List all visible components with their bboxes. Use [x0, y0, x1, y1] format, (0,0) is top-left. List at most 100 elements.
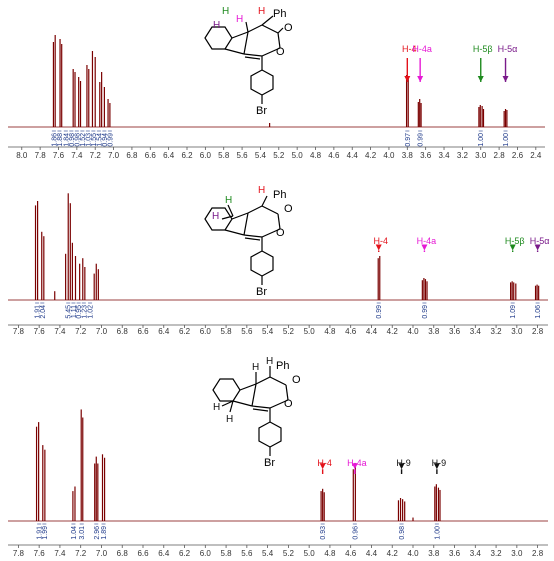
- integral-label: 1.89: [101, 526, 108, 540]
- x-tick-label: 7.0: [96, 549, 108, 558]
- x-tick-label: 3.4: [438, 151, 450, 160]
- structure-ring-o: O: [276, 46, 285, 58]
- structure-h-label: H: [258, 185, 265, 196]
- integral-label: 3.01: [79, 526, 86, 540]
- integral-label: 1.86: [51, 133, 58, 147]
- peak-annotation-label: H-5β: [505, 236, 525, 246]
- x-tick-label: 6.2: [179, 549, 191, 558]
- x-tick-label: 5.6: [237, 151, 249, 160]
- x-tick-label: 7.4: [54, 327, 66, 336]
- x-tick-label: 6.4: [158, 549, 170, 558]
- integral-label: 1.23: [81, 305, 88, 319]
- structure-h-label: H: [252, 362, 259, 373]
- x-tick-label: 7.0: [108, 151, 120, 160]
- annotation-arrowhead: [421, 244, 428, 251]
- structure-top: H H H H Ph O O Br: [204, 6, 293, 117]
- x-tick-label: 4.8: [324, 549, 336, 558]
- structure-carbonyl-o: O: [292, 374, 301, 386]
- x-tick-label: 7.0: [96, 327, 108, 336]
- x-tick-label: 5.8: [221, 327, 233, 336]
- annotation-arrowhead: [375, 244, 382, 251]
- structure-h-label: H: [266, 356, 273, 367]
- integral-label: 1.00: [478, 133, 485, 147]
- x-tick-label: 6.8: [126, 151, 138, 160]
- x-tick-label: 4.2: [365, 151, 377, 160]
- x-tick-label: 4.8: [310, 151, 322, 160]
- x-tick-label: 7.6: [53, 151, 65, 160]
- x-tick-label: 5.0: [304, 549, 316, 558]
- structure-carbonyl-o: O: [284, 203, 293, 215]
- annotation-arrowhead: [404, 76, 411, 82]
- structure-h-label: H: [226, 414, 233, 425]
- structure-br-label: Br: [264, 457, 275, 469]
- x-tick-label: 3.0: [511, 327, 523, 336]
- integral-label: 2.04: [40, 305, 47, 319]
- x-tick-label: 3.0: [475, 151, 487, 160]
- integral-label: 0.99: [107, 133, 114, 147]
- integral-label: 0.95: [76, 305, 83, 319]
- x-tick-label: 6.2: [181, 151, 193, 160]
- x-tick-label: 2.6: [512, 151, 524, 160]
- x-tick-label: 5.2: [283, 327, 295, 336]
- x-tick-label: 5.8: [221, 549, 233, 558]
- structure-h-label: H: [222, 6, 229, 17]
- x-tick-label: 2.8: [494, 151, 506, 160]
- x-tick-label: 7.2: [75, 327, 87, 336]
- annotation-arrowhead: [417, 76, 424, 82]
- integral-label: 1.99: [42, 526, 49, 540]
- integral-label: 1.55: [91, 133, 98, 147]
- x-tick-label: 6.6: [137, 549, 149, 558]
- spectrum-panel-middle: 7.8 7.6 7.4 7.2 7.0 6.8 6.6 6.4 6.2 6.0 5.8 5.6 5.4 5…: [8, 193, 549, 336]
- x-tick-label: 3.0: [511, 549, 523, 558]
- x-tick-label: 4.0: [407, 549, 419, 558]
- peak-annotation-label: H-5α: [530, 236, 550, 246]
- peak-annotation-label: H-4a: [347, 458, 367, 468]
- integral-label: 1.91: [35, 305, 42, 319]
- structure-h-label: H: [236, 14, 243, 25]
- x-tick-label: 6.4: [163, 151, 175, 160]
- x-tick-label: 5.0: [292, 151, 304, 160]
- x-tick-label: 3.2: [457, 151, 469, 160]
- x-tick-label: 3.4: [470, 549, 482, 558]
- x-tick-label: 3.8: [402, 151, 414, 160]
- x-tick-label: 3.8: [428, 327, 440, 336]
- peak-annotation-label: H-4a: [417, 236, 437, 246]
- x-tick-label: 3.2: [491, 549, 503, 558]
- x-tick-label: 4.4: [366, 549, 378, 558]
- annotation-arrowhead: [433, 463, 440, 470]
- x-tick-label: 6.0: [200, 151, 212, 160]
- integral-label: 1.00: [434, 526, 441, 540]
- integral-label: 5.45: [66, 305, 73, 319]
- integral-label: 1.00: [503, 133, 510, 147]
- integral-label: 1.52: [80, 133, 87, 147]
- spectrum-panel-top: 8.0 7.8 7.6 7.4 7.2 7.0 6.8 6.6 6.4 6.2 6.0 5.8 5.6 5…: [8, 35, 545, 160]
- x-tick-label: 4.6: [328, 151, 340, 160]
- integral-label: 1.11: [71, 305, 78, 318]
- x-tick-label: 7.8: [35, 151, 47, 160]
- x-tick-label: 3.6: [449, 549, 461, 558]
- annotation-arrowhead: [534, 244, 541, 251]
- x-tick-label: 4.4: [366, 327, 378, 336]
- x-tick-label: 3.4: [470, 327, 482, 336]
- annotation-arrowhead: [351, 463, 358, 470]
- integral-label: 0.98: [69, 133, 76, 147]
- x-tick-label: 3.6: [449, 327, 461, 336]
- x-tick-label: 5.2: [273, 151, 285, 160]
- x-tick-label: 5.0: [304, 327, 316, 336]
- x-tick-label: 6.2: [179, 327, 191, 336]
- integral-label: 1.84: [63, 133, 70, 147]
- peak-annotation-label: H-9: [432, 458, 447, 468]
- peak-annotation-label: H-5β: [473, 44, 493, 54]
- x-tick-label: 2.8: [532, 327, 544, 336]
- x-tick-label: 4.6: [345, 327, 357, 336]
- x-tick-label: 7.6: [34, 549, 46, 558]
- x-tick-label: 4.4: [347, 151, 359, 160]
- structure-ring-o: O: [284, 398, 293, 410]
- x-tick-label: 6.6: [145, 151, 157, 160]
- structure-br-label: Br: [256, 105, 267, 117]
- integral-label: 0.98: [399, 526, 406, 540]
- integral-label: 1.54: [96, 133, 103, 147]
- x-tick-label: 4.6: [345, 549, 357, 558]
- structure-bottom: H H H H Ph O O Br: [212, 356, 301, 469]
- x-tick-label: 6.0: [200, 327, 212, 336]
